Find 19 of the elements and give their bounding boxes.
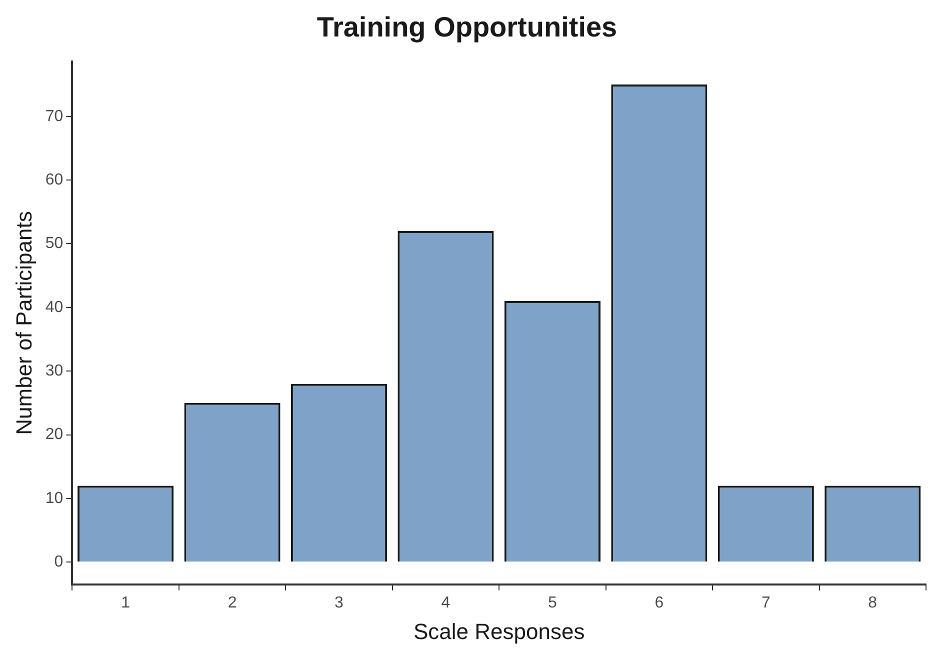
y-tick-label: 70 xyxy=(45,108,64,125)
y-tick-label: 60 xyxy=(45,171,64,188)
x-tick-label: 4 xyxy=(441,594,450,612)
y-tick-label: 40 xyxy=(45,298,64,316)
y-tick-label: 10 xyxy=(45,490,64,507)
x-tick-label: 8 xyxy=(868,594,878,612)
x-axis-title: Scale Responses xyxy=(413,618,585,644)
y-tick-label: 50 xyxy=(45,235,64,252)
chart-title: Training Opportunities xyxy=(316,12,618,43)
x-tick-label: 6 xyxy=(654,594,664,612)
x-tick-label: 1 xyxy=(121,594,130,612)
x-tick-label: 3 xyxy=(334,594,344,612)
y-tick-label: 0 xyxy=(54,554,64,571)
y-tick-label: 20 xyxy=(45,426,64,444)
x-tick-label: 2 xyxy=(228,594,237,612)
y-tick-label: 30 xyxy=(45,362,64,380)
x-tick-label: 7 xyxy=(761,594,770,612)
x-tick-label: 5 xyxy=(548,594,558,612)
y-axis-title: Number of Participants xyxy=(11,211,36,435)
